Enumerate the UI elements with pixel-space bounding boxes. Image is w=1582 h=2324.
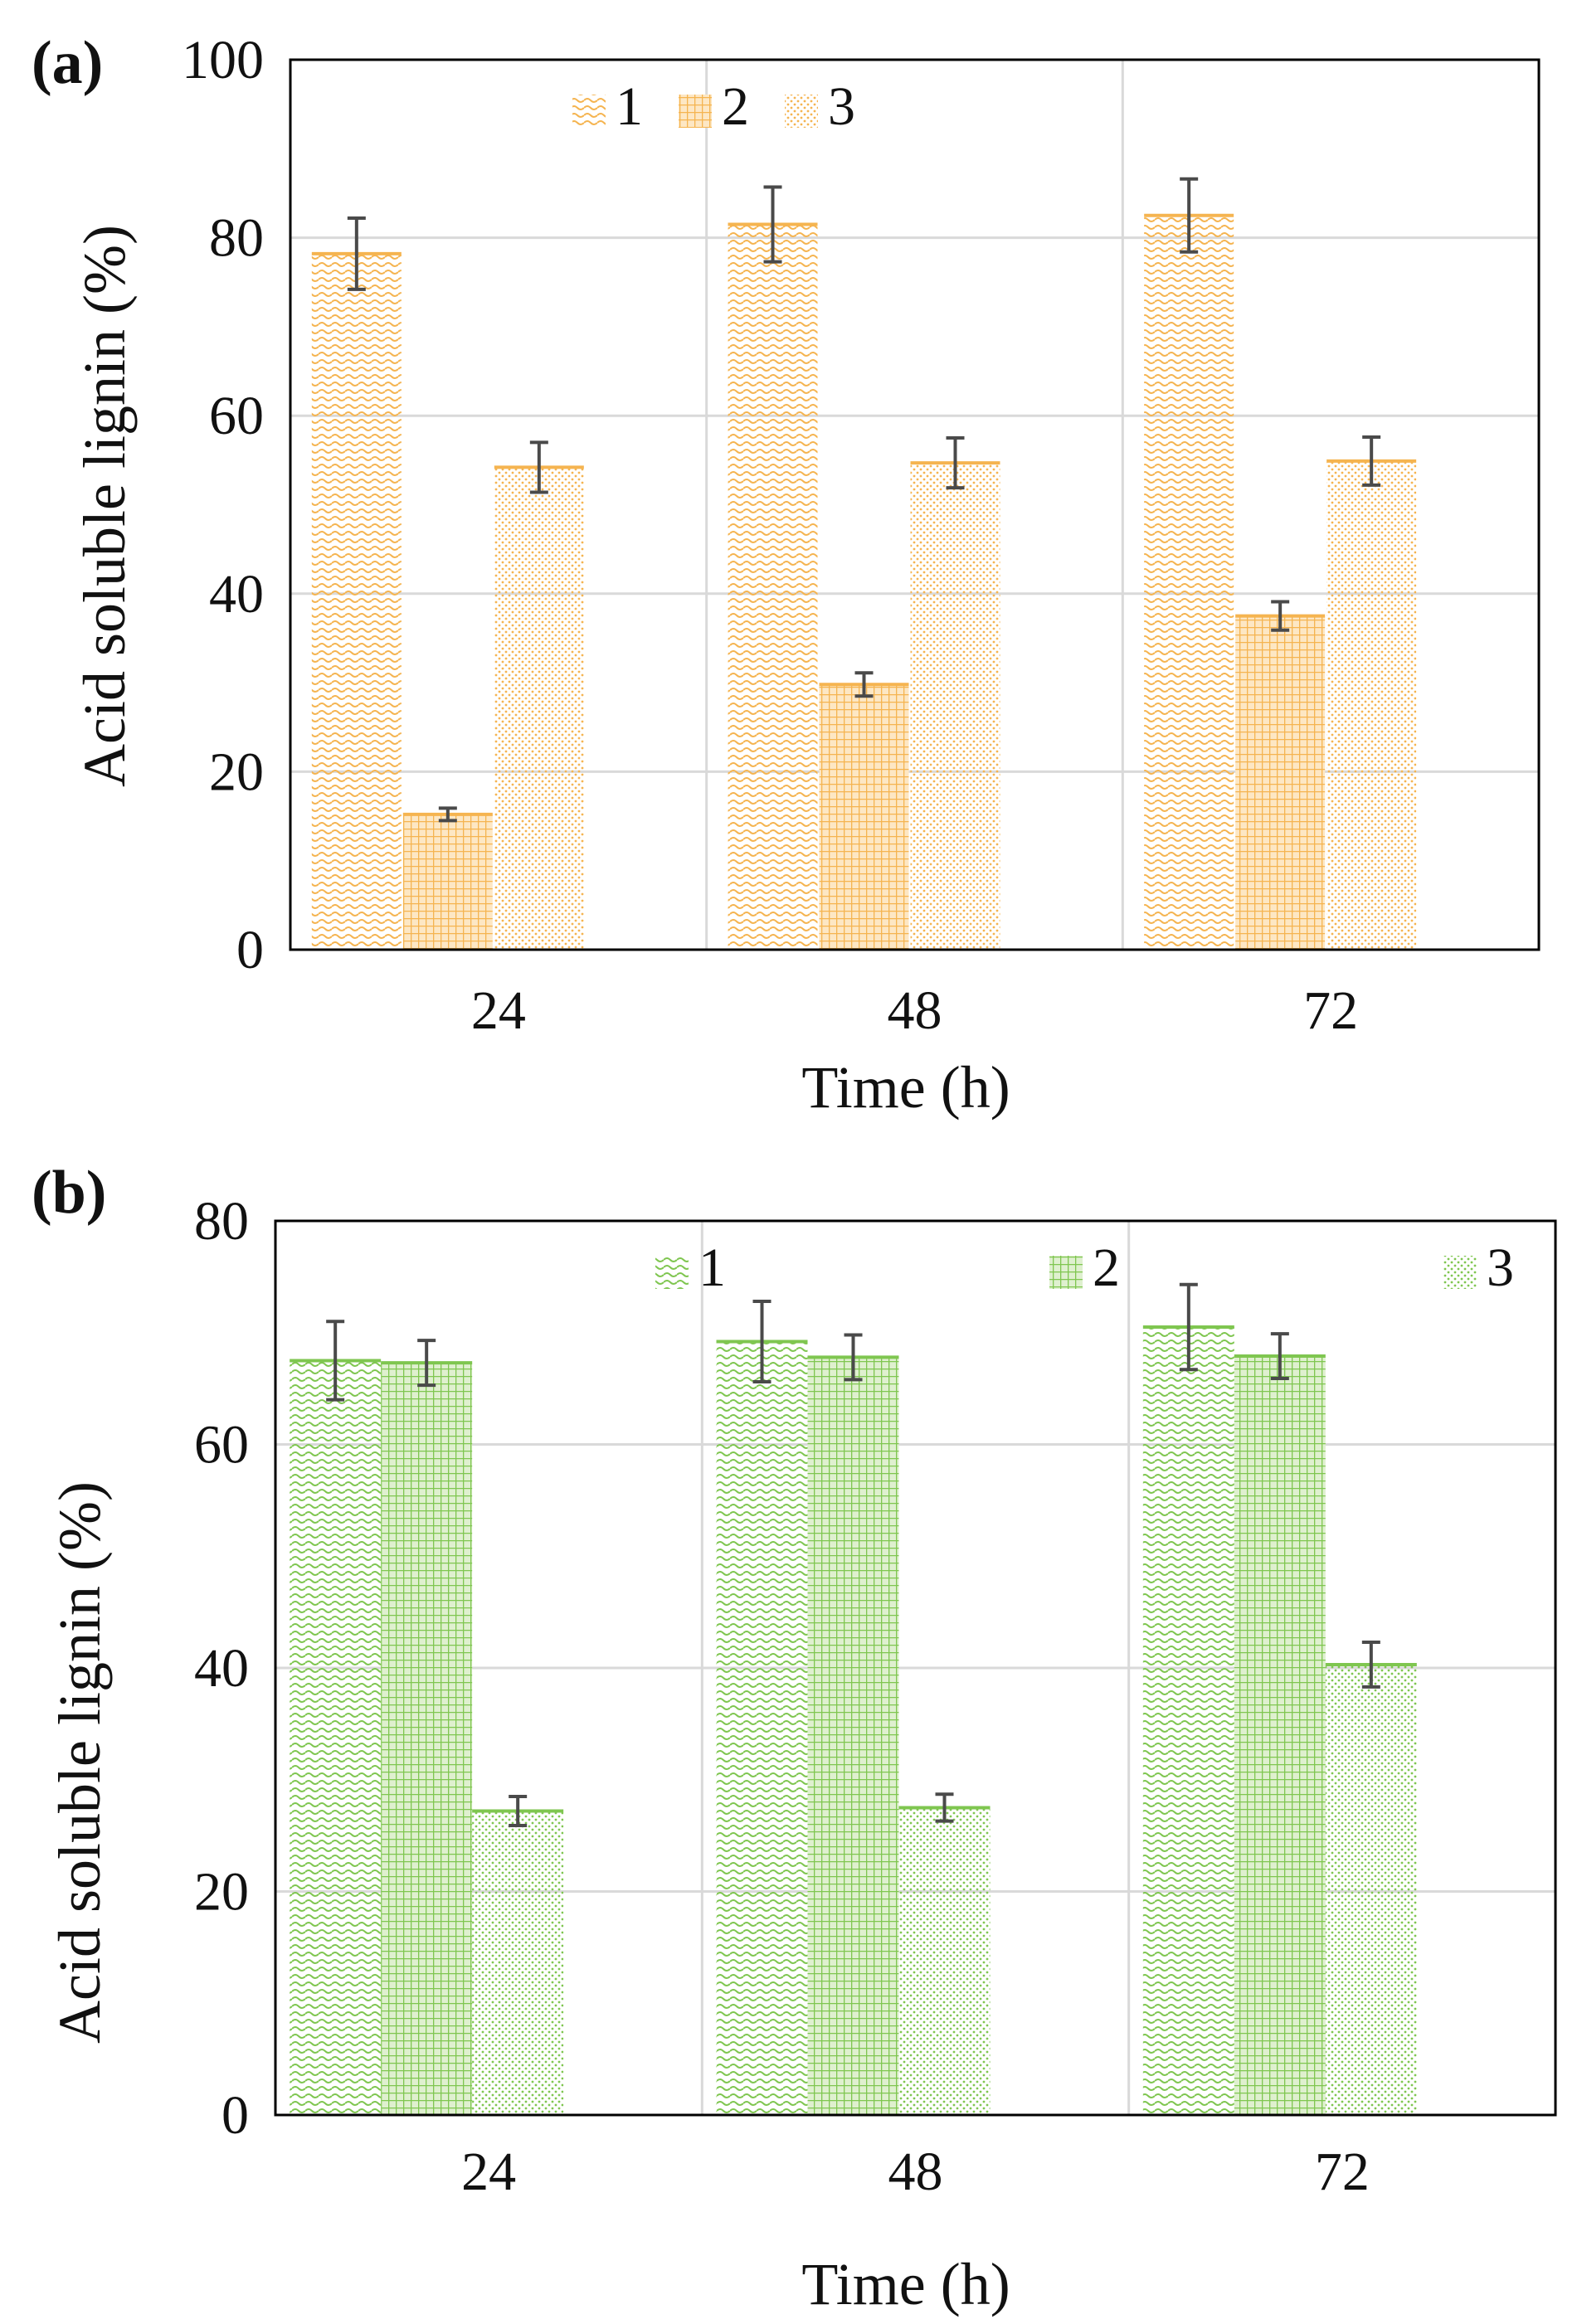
bar-series-1 [728,224,818,950]
legend-swatch-series-1 [655,1256,689,1289]
legend-swatch-series-2 [679,95,712,128]
bar-series-3 [494,467,584,950]
x-tick-label: 48 [888,2142,943,2202]
y-tick-label: 80 [209,208,264,269]
chart-a-legend: 1 2 3 [572,76,855,137]
chart-b-bars [290,1325,1417,2115]
y-tick-label: 60 [194,1415,249,1476]
chart-b-legend: 1 2 3 [655,1237,1514,1298]
chart-panel-a: 0 20 40 60 80 100 24 48 72 1 2 3 (a) Time (h) Aci… [0,0,1582,1128]
bar-series-2 [807,1357,899,2115]
bar-series-2 [819,684,909,950]
legend-label-series-3: 3 [1487,1237,1514,1298]
x-tick-label: 24 [471,980,526,1041]
x-tick-label: 24 [461,2142,516,2202]
bar-series-2 [1234,1356,1326,2115]
bar-series-1 [1142,1327,1234,2115]
y-tick-label: 20 [194,1862,249,1923]
chart-b-panel-label: (b) [32,1159,106,1227]
bar-series-2 [1235,615,1326,950]
legend-label-series-1: 1 [616,76,643,137]
bar-series-3 [472,1811,564,2115]
bar-series-1 [716,1341,808,2115]
chart-b-svg: 0 20 40 60 80 24 48 72 1 2 3 (b) Time (h) Acid s… [32,1159,1557,2317]
bar-series-1 [290,1360,382,2115]
chart-a-plot-frame [289,58,1541,951]
chart-a-y-tick-labels: 0 20 40 60 80 100 [182,30,264,980]
chart-a-svg: 0 20 40 60 80 100 24 48 72 1 2 3 (a) Time (h) Aci… [32,29,1541,1121]
chart-panel-b: 0 20 40 60 80 24 48 72 1 2 3 (b) Time (h) Acid s… [0,1145,1582,2317]
y-tick-label: 20 [209,741,264,802]
chart-a-x-tick-labels: 24 48 72 [471,980,1358,1041]
chart-b-y-tick-labels: 0 20 40 60 80 [194,1191,249,2146]
chart-a-y-axis-title: Acid soluble lignin (%) [71,225,138,787]
x-tick-label: 48 [888,980,942,1041]
bar-series-1 [311,253,402,950]
bar-series-3 [898,1807,991,2115]
legend-swatch-series-3 [785,95,818,128]
legend-label-series-1: 1 [699,1237,726,1298]
legend-label-series-3: 3 [828,76,855,137]
y-tick-label: 0 [221,2085,249,2146]
y-tick-label: 100 [182,30,264,90]
chart-b-plot-frame [274,1219,1557,2117]
bar-series-3 [910,463,1000,950]
x-tick-label: 72 [1315,2142,1370,2202]
chart-b-y-axis-title: Acid soluble lignin (%) [46,1481,113,2044]
y-tick-label: 60 [209,386,264,446]
y-tick-label: 0 [236,920,264,980]
chart-a-error-bars [347,177,1381,823]
legend-swatch-series-1 [572,95,606,128]
bar-series-2 [381,1363,473,2115]
chart-a-x-axis-title: Time (h) [801,1054,1010,1121]
y-tick-label: 40 [194,1638,249,1699]
legend-label-series-2: 2 [722,76,749,137]
chart-a-bars [311,213,1417,950]
y-tick-label: 40 [209,564,264,625]
bar-series-3 [1325,1664,1417,2115]
legend-swatch-series-2 [1049,1256,1083,1289]
chart-a-panel-label: (a) [32,29,103,97]
x-tick-label: 72 [1303,980,1358,1041]
bar-series-1 [1144,215,1234,950]
legend-label-series-2: 2 [1093,1237,1120,1298]
bar-series-3 [1326,460,1417,950]
bar-series-2 [402,814,493,950]
chart-b-x-tick-labels: 24 48 72 [461,2142,1370,2202]
legend-swatch-series-3 [1443,1256,1477,1289]
chart-b-error-bars [326,1282,1380,1827]
chart-b-x-axis-title: Time (h) [801,2251,1010,2317]
y-tick-label: 80 [194,1191,249,1252]
